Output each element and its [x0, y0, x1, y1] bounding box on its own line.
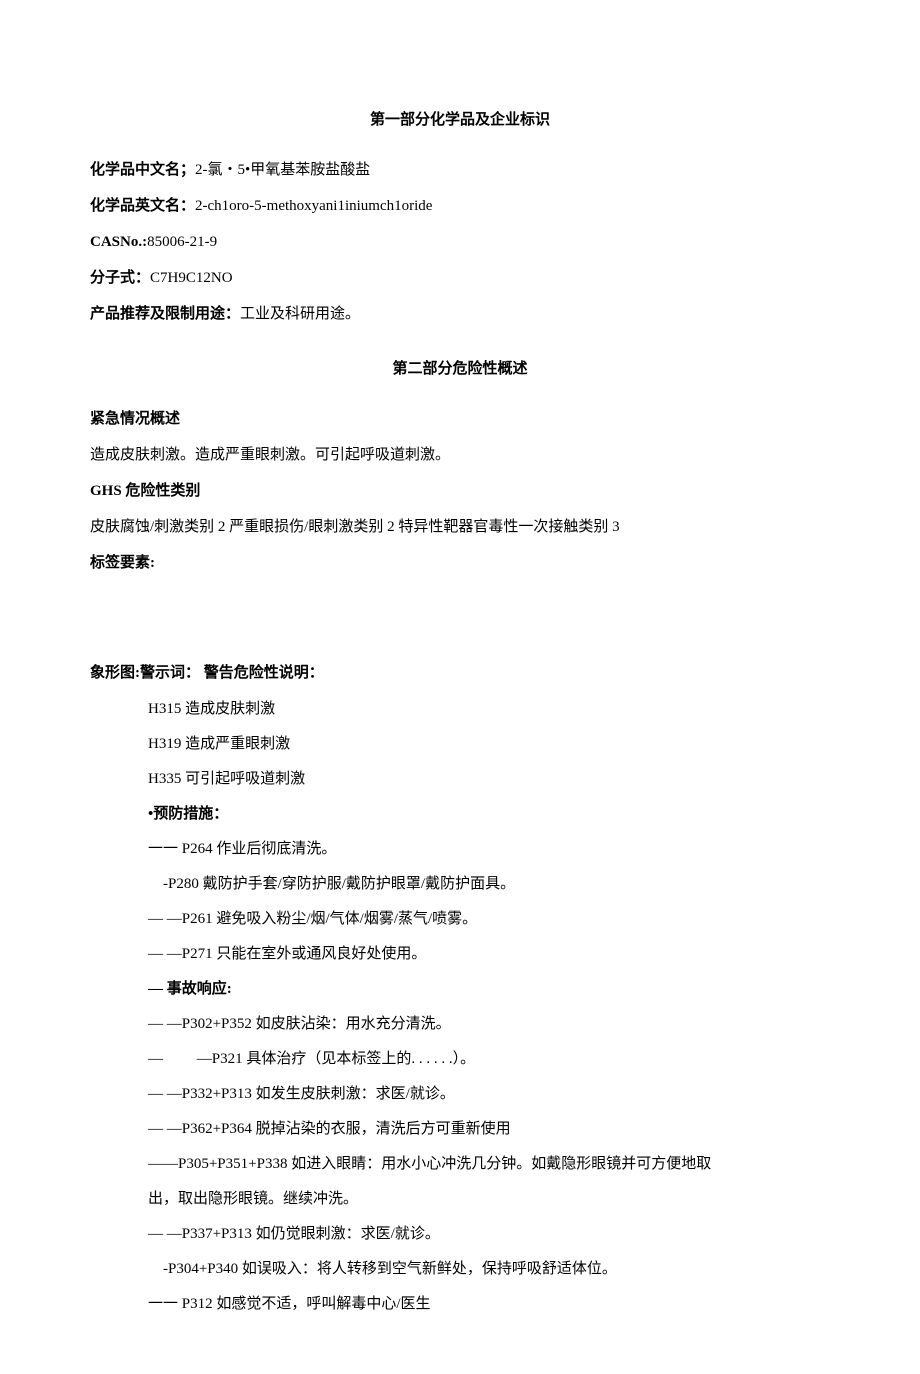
field-name-en: 化学品英文名：2-ch1oro-5-methoxyani1iniumch1ori… [90, 191, 830, 221]
field-cas: CASNo.:85006-21-9 [90, 227, 830, 257]
name-en-value: 2-ch1oro-5-methoxyani1iniumch1oride [195, 198, 432, 214]
name-cn-label: 化学品中文名； [90, 162, 195, 178]
response-label: — 事故响应: [90, 974, 830, 1004]
formula-value: C7H9C12NO [150, 270, 233, 286]
pictogram-line: 象形图:警示词： 警告危险性说明： [90, 658, 830, 688]
field-formula: 分子式：C7H9C12NO [90, 263, 830, 293]
hazard-statement: H315 造成皮肤刺激 [90, 694, 830, 724]
hazard-statement: H319 造成严重眼刺激 [90, 729, 830, 759]
ghs-text: 皮肤腐蚀/刺激类别 2 严重眼损伤/眼刺激类别 2 特异性靶器官毒性一次接触类别… [90, 512, 830, 542]
emergency-text: 造成皮肤刺激。造成严重眼刺激。可引起呼吸道刺激。 [90, 440, 830, 470]
emergency-label: 紧急情况概述 [90, 404, 830, 434]
response-item: -P304+P340 如误吸入：将人转移到空气新鲜处，保持呼吸舒适体位。 [90, 1254, 830, 1284]
response-item: 出，取出隐形眼镜。继续冲洗。 [90, 1184, 830, 1214]
cas-value: 85006-21-9 [147, 234, 217, 250]
field-usage: 产品推荐及限制用途：工业及科研用途。 [90, 299, 830, 329]
section1-title: 第一部分化学品及企业标识 [90, 105, 830, 135]
response-item: — —P321 具体治疗（见本标签上的. . . . . .）。 [90, 1044, 830, 1074]
prevention-label: •预防措施： [90, 799, 830, 829]
response-item: — —P332+P313 如发生皮肤刺激：求医/就诊。 [90, 1079, 830, 1109]
cas-label: CASNo.: [90, 234, 147, 250]
response-item: 一一 P312 如感觉不适，呼叫解毒中心/医生 [90, 1289, 830, 1319]
name-en-label: 化学品英文名： [90, 198, 195, 214]
prevention-item: — —P261 避免吸入粉尘/烟/气体/烟雾/蒸气/喷雾。 [90, 904, 830, 934]
usage-value: 工业及科研用途。 [240, 306, 360, 322]
section2-title: 第二部分危险性概述 [90, 354, 830, 384]
ghs-label: GHS 危险性类别 [90, 476, 830, 506]
response-item: — —P302+P352 如皮肤沾染：用水充分清洗。 [90, 1009, 830, 1039]
prevention-item: 一一 P264 作业后彻底清洗。 [90, 834, 830, 864]
hazard-statement: H335 可引起呼吸道刺激 [90, 764, 830, 794]
name-cn-value: 2-氯・5•甲氧基苯胺盐酸盐 [195, 162, 370, 178]
prevention-item: — —P271 只能在室外或通风良好处使用。 [90, 939, 830, 969]
usage-label: 产品推荐及限制用途： [90, 306, 240, 322]
response-item: ——P305+P351+P338 如进入眼睛：用水小心冲洗几分钟。如戴隐形眼镜并… [90, 1149, 830, 1179]
label-elements-label: 标签要素: [90, 548, 830, 578]
prevention-item: -P280 戴防护手套/穿防护服/戴防护眼罩/戴防护面具。 [90, 869, 830, 899]
response-item: — —P337+P313 如仍觉眼刺激：求医/就诊。 [90, 1219, 830, 1249]
field-name-cn: 化学品中文名；2-氯・5•甲氧基苯胺盐酸盐 [90, 155, 830, 185]
response-item: — —P362+P364 脱掉沾染的衣服，清洗后方可重新使用 [90, 1114, 830, 1144]
formula-label: 分子式： [90, 270, 150, 286]
